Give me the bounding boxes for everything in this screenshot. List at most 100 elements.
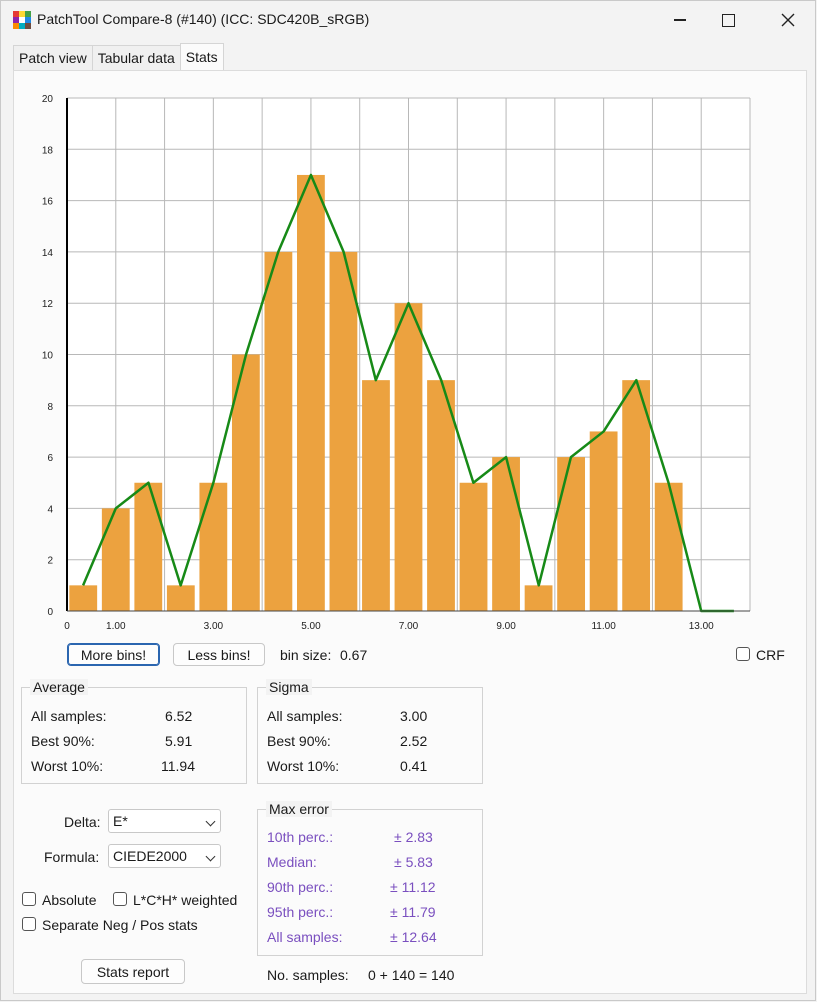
y-tick-label: 14 xyxy=(42,248,54,259)
avg-best-value: 5.91 xyxy=(165,733,193,749)
avg-worst-label: Worst 10%: xyxy=(31,758,104,774)
close-icon xyxy=(781,13,795,27)
histogram-bar xyxy=(622,380,651,611)
bin-size-label: bin size: xyxy=(280,647,332,663)
histogram-bar xyxy=(199,482,228,611)
chevron-down-icon xyxy=(205,816,216,827)
histogram-bar xyxy=(492,457,520,611)
y-tick-label: 12 xyxy=(42,299,54,310)
histogram-bar xyxy=(134,482,163,611)
y-tick-label: 16 xyxy=(42,197,54,208)
separate-stats-checkbox[interactable] xyxy=(22,917,36,931)
samples-label: No. samples: xyxy=(267,967,349,983)
avg-all-label: All samples: xyxy=(31,708,107,724)
sigma-all-value: 3.00 xyxy=(400,708,428,724)
x-tick-label: 11.00 xyxy=(591,621,616,632)
window-title: PatchTool Compare-8 (#140) (ICC: SDC420B… xyxy=(37,11,370,27)
y-tick-label: 0 xyxy=(47,607,53,618)
avg-worst-value: 11.94 xyxy=(161,758,195,774)
max-error-group: Max error 10th perc.: ± 2.83 Median: ± 5… xyxy=(257,801,483,956)
maxerr-90th-value: ± 11.12 xyxy=(390,879,436,895)
close-button[interactable] xyxy=(765,1,811,39)
x-tick-label: 0 xyxy=(64,621,70,632)
y-tick-label: 20 xyxy=(42,94,54,105)
formula-label: Formula: xyxy=(44,849,100,865)
less-bins-button[interactable]: Less bins! xyxy=(173,643,265,666)
y-tick-label: 4 xyxy=(47,504,53,515)
histogram-bar xyxy=(362,380,390,611)
avg-all-value: 6.52 xyxy=(165,708,193,724)
absolute-checkbox[interactable] xyxy=(22,892,36,906)
samples-value: 0 + 140 = 140 xyxy=(368,967,455,983)
histogram-bar xyxy=(459,482,488,611)
histogram-bar xyxy=(69,585,98,611)
more-bins-button[interactable]: More bins! xyxy=(67,643,160,666)
chevron-down-icon xyxy=(205,851,216,862)
histogram-bar xyxy=(394,303,423,611)
maximize-icon xyxy=(721,13,735,27)
maxerr-10th-label: 10th perc.: xyxy=(267,829,334,845)
avg-best-label: Best 90%: xyxy=(31,733,95,749)
sigma-worst-value: 0.41 xyxy=(400,758,428,774)
x-tick-label: 13.00 xyxy=(689,621,714,632)
maximize-button[interactable] xyxy=(705,1,751,39)
crf-checkbox[interactable] xyxy=(736,647,750,661)
x-tick-label: 3.00 xyxy=(204,621,224,632)
histogram-bar xyxy=(329,251,358,611)
stats-report-button[interactable]: Stats report xyxy=(81,959,185,984)
delta-select[interactable]: E* xyxy=(108,809,221,833)
maxerr-95th-label: 95th perc.: xyxy=(267,904,334,920)
y-tick-label: 2 xyxy=(47,556,53,567)
lch-weighted-checkbox[interactable] xyxy=(113,892,127,906)
formula-select-value: CIEDE2000 xyxy=(113,848,187,864)
sigma-group: Sigma All samples: 3.00 Best 90%: 2.52 W… xyxy=(257,679,483,784)
histogram-bar xyxy=(166,585,195,611)
histogram-bar xyxy=(524,585,553,611)
x-tick-label: 1.00 xyxy=(106,621,126,632)
maxerr-median-label: Median: xyxy=(267,854,317,870)
formula-select[interactable]: CIEDE2000 xyxy=(108,844,221,868)
tab-patch-view[interactable]: Patch view xyxy=(13,45,93,70)
tab-tabular-data[interactable]: Tabular data xyxy=(91,45,181,70)
bin-size-value: 0.67 xyxy=(340,647,368,663)
minimize-button[interactable] xyxy=(657,1,703,39)
histogram-chart: 0 2 4 6 8 10 12 14 16 18 20 0 1.00 3.00 5.00 7.00 9.00 11… xyxy=(42,94,751,632)
maxerr-90th-label: 90th perc.: xyxy=(267,879,334,895)
histogram-bar xyxy=(557,457,586,611)
delta-label: Delta: xyxy=(64,814,101,830)
sigma-worst-label: Worst 10%: xyxy=(267,758,340,774)
histogram-bar xyxy=(101,508,130,611)
tab-stats[interactable]: Stats xyxy=(179,43,224,70)
histogram-bar xyxy=(427,380,455,611)
average-group-title: Average xyxy=(30,679,88,695)
y-tick-label: 10 xyxy=(42,351,54,362)
y-tick-label: 8 xyxy=(47,402,53,413)
y-tick-label: 18 xyxy=(42,145,54,156)
minimize-icon xyxy=(674,19,686,21)
maxerr-median-value: ± 5.83 xyxy=(394,854,433,870)
tab-strip: Patch view Tabular data Stats xyxy=(13,43,224,71)
x-tick-label: 7.00 xyxy=(399,621,419,632)
sigma-all-label: All samples: xyxy=(267,708,343,724)
sigma-group-title: Sigma xyxy=(266,679,312,695)
histogram-bar xyxy=(264,251,293,611)
maxerr-all-label: All samples: xyxy=(267,929,343,945)
sigma-best-label: Best 90%: xyxy=(267,733,331,749)
sigma-best-value: 2.52 xyxy=(400,733,428,749)
histogram-bar xyxy=(589,431,618,611)
delta-select-value: E* xyxy=(113,813,128,829)
separate-stats-label: Separate Neg / Pos stats xyxy=(42,917,198,933)
absolute-label: Absolute xyxy=(42,892,97,908)
title-bar: PatchTool Compare-8 (#140) (ICC: SDC420B… xyxy=(1,1,815,39)
histogram-bar xyxy=(297,174,325,611)
lch-weighted-label: L*C*H* weighted xyxy=(133,892,238,908)
max-error-group-title: Max error xyxy=(266,801,332,817)
histogram-bar xyxy=(654,482,683,611)
average-group: Average All samples: 6.52 Best 90%: 5.91… xyxy=(21,679,247,784)
maxerr-10th-value: ± 2.83 xyxy=(394,829,433,845)
x-tick-label: 5.00 xyxy=(301,621,321,632)
x-tick-label: 9.00 xyxy=(496,621,516,632)
distribution-line xyxy=(81,173,734,613)
maxerr-95th-value: ± 11.79 xyxy=(390,904,436,920)
